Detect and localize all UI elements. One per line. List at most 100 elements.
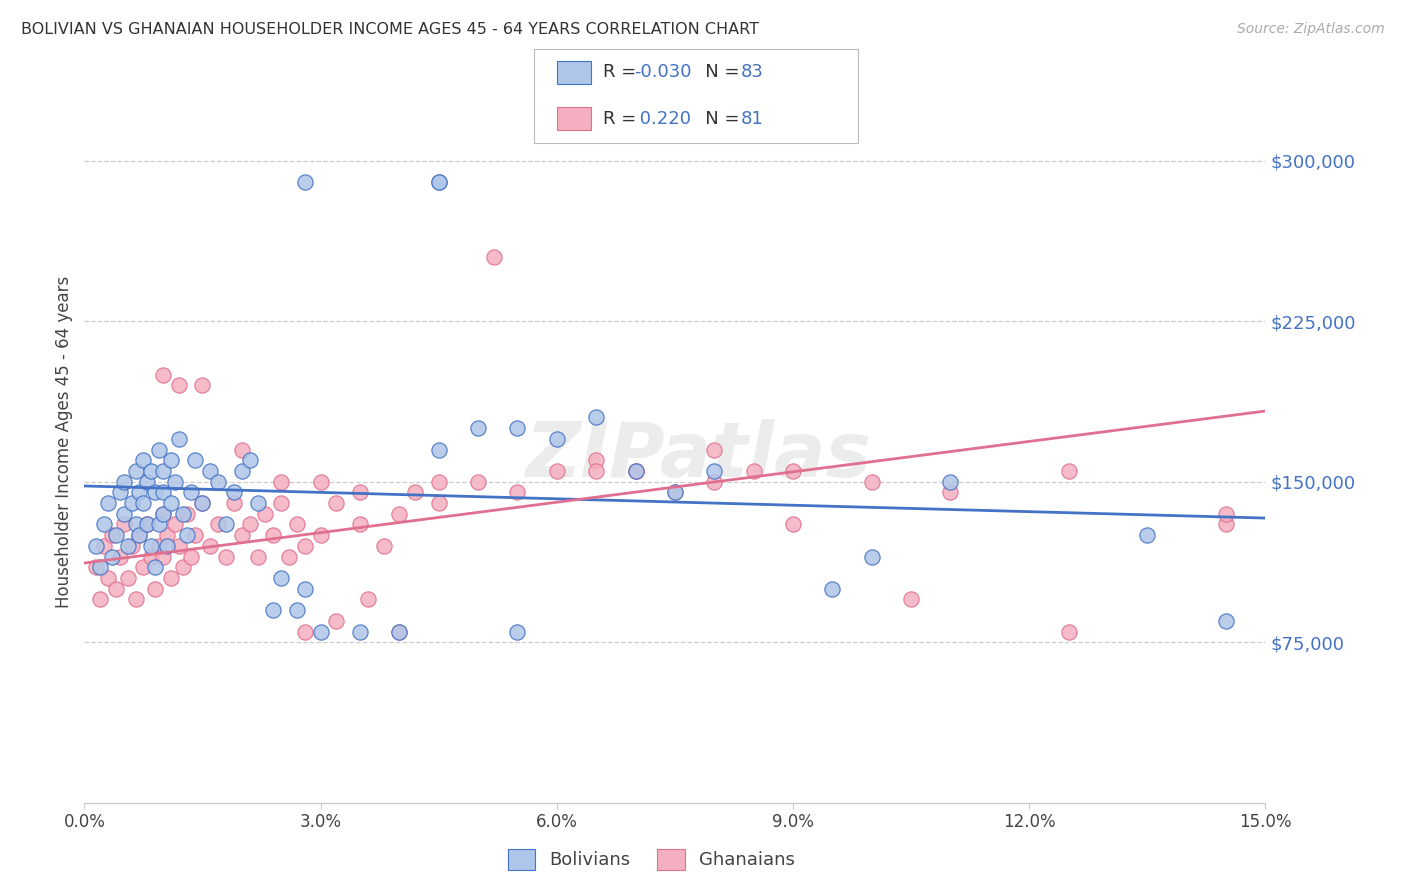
Point [152,368,174,382]
Point [703,464,725,478]
Point [191,496,214,510]
Point [167,378,190,392]
Text: N =: N = [688,110,745,128]
Point [112,517,135,532]
Point [148,442,170,457]
Point [262,603,284,617]
Text: 81: 81 [741,110,763,128]
Point [349,624,371,639]
Point [200,464,222,478]
Point [104,528,127,542]
Y-axis label: Householder Income Ages 45 - 64 years: Householder Income Ages 45 - 64 years [55,276,73,607]
Point [152,485,174,500]
Point [506,485,529,500]
Point [782,464,804,478]
Point [143,485,166,500]
Point [97,496,120,510]
Point [325,614,347,628]
Point [231,528,253,542]
Point [239,453,262,467]
Point [97,571,120,585]
Point [1136,528,1159,542]
Point [160,571,183,585]
Point [294,175,316,189]
Point [93,517,115,532]
Point [152,507,174,521]
Point [93,539,115,553]
Point [309,624,332,639]
Point [254,507,277,521]
Point [172,507,194,521]
Point [860,549,883,564]
Point [467,421,489,435]
Point [191,378,214,392]
Point [84,560,107,574]
Point [156,539,179,553]
Point [124,517,146,532]
Point [270,496,292,510]
Text: R =: R = [603,63,643,81]
Point [128,528,150,542]
Point [183,528,205,542]
Point [183,453,205,467]
Point [167,539,190,553]
Point [117,539,139,553]
Point [207,475,229,489]
Point [160,496,183,510]
Point [112,475,135,489]
Point [703,475,725,489]
Point [101,528,124,542]
Point [121,496,143,510]
Point [117,571,139,585]
Point [821,582,844,596]
Point [176,528,198,542]
Point [136,517,159,532]
Point [1057,464,1080,478]
Text: BOLIVIAN VS GHANAIAN HOUSEHOLDER INCOME AGES 45 - 64 YEARS CORRELATION CHART: BOLIVIAN VS GHANAIAN HOUSEHOLDER INCOME … [21,22,759,37]
Point [546,464,568,478]
Point [191,496,214,510]
Point [1215,517,1237,532]
Point [141,549,163,564]
Point [222,496,245,510]
Point [427,475,450,489]
Point [900,592,922,607]
Point [207,517,229,532]
Point [482,250,505,264]
Text: ZIPatlas: ZIPatlas [526,419,872,493]
Point [136,475,159,489]
Point [703,442,725,457]
Point [1057,624,1080,639]
Point [231,442,253,457]
Point [585,410,607,425]
Point [124,464,146,478]
Point [132,560,155,574]
Point [180,485,202,500]
Point [152,464,174,478]
Point [624,464,647,478]
Point [163,517,186,532]
Point [112,507,135,521]
Point [143,560,166,574]
Point [624,464,647,478]
Point [1215,614,1237,628]
Point [373,539,395,553]
Point [132,453,155,467]
Point [294,539,316,553]
Point [136,517,159,532]
Point [585,464,607,478]
Point [285,517,308,532]
Point [176,507,198,521]
Point [163,475,186,489]
Point [939,485,962,500]
Point [141,464,163,478]
Point [160,453,183,467]
Point [427,175,450,189]
Point [427,496,450,510]
Point [294,582,316,596]
Point [294,624,316,639]
Point [172,560,194,574]
Point [782,517,804,532]
Point [148,517,170,532]
Text: Source: ZipAtlas.com: Source: ZipAtlas.com [1237,22,1385,37]
